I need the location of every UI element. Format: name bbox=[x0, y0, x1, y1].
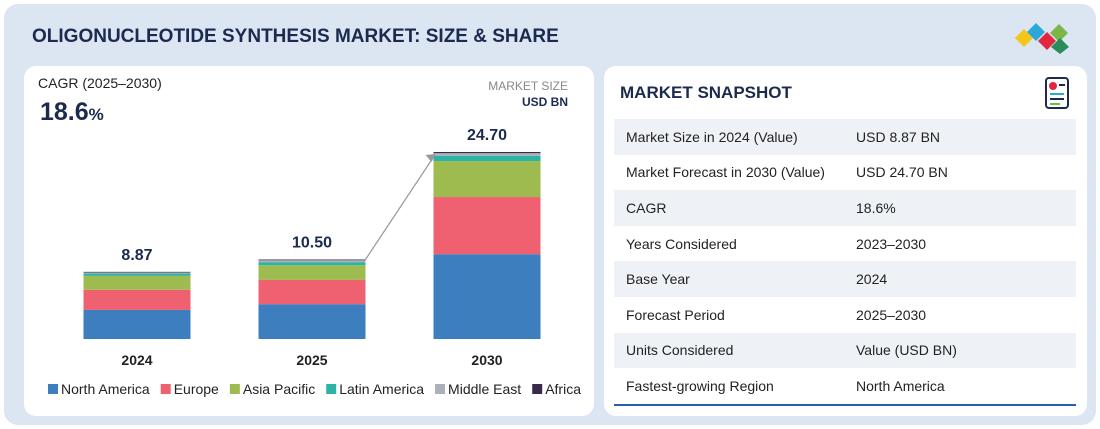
cagr-label: CAGR (2025–2030) bbox=[38, 75, 162, 91]
legend-label: Europe bbox=[174, 381, 219, 397]
snapshot-key: CAGR bbox=[614, 190, 844, 226]
chart-panel: CAGR (2025–2030) 18.6% MARKET SIZE USD B… bbox=[24, 66, 594, 416]
bar-segment bbox=[83, 289, 191, 310]
snapshot-table: Market Size in 2024 (Value) USD 8.87 BN Ma… bbox=[614, 119, 1076, 406]
bar-segment bbox=[83, 309, 191, 339]
frame: OLIGONUCLEOTIDE SYNTHESIS MARKET: SIZE &… bbox=[4, 4, 1096, 425]
logo bbox=[1015, 23, 1069, 54]
legend-swatch bbox=[48, 384, 58, 394]
legend-label: Asia Pacific bbox=[243, 381, 315, 397]
bar-segment bbox=[258, 265, 366, 280]
bar-segment bbox=[433, 152, 541, 154]
trend-arrow bbox=[365, 153, 436, 260]
unit-label: USD BN bbox=[522, 95, 568, 109]
cagr-value: 18.6% bbox=[40, 98, 104, 126]
bar-segment bbox=[258, 304, 366, 339]
snapshot-key: Units Considered bbox=[614, 332, 844, 369]
bar-segment bbox=[258, 262, 366, 266]
bar-segment bbox=[433, 155, 541, 162]
legend-label: Middle East bbox=[448, 381, 521, 397]
legend-label: North America bbox=[61, 381, 150, 397]
total-label: 10.50 bbox=[292, 235, 332, 252]
chart: CAGR (2025–2030) 18.6% MARKET SIZE USD B… bbox=[38, 75, 581, 397]
x-tick-label: 2030 bbox=[471, 352, 502, 368]
unit-label: MARKET SIZE bbox=[488, 79, 568, 93]
snapshot-title: MARKET SNAPSHOT bbox=[620, 83, 792, 102]
snapshot-value: 18.6% bbox=[844, 190, 1076, 226]
snapshot-panel: MARKET SNAPSHOT Market Size in 2024 (Val… bbox=[604, 66, 1087, 416]
snapshot-value: 2024 bbox=[844, 261, 1076, 297]
snapshot-value: North America bbox=[856, 377, 945, 394]
bar-segment bbox=[433, 153, 541, 156]
total-label: 8.87 bbox=[121, 247, 152, 264]
bar-segment bbox=[83, 273, 191, 276]
snapshot-key: Forecast Period bbox=[626, 306, 725, 323]
snapshot-key: Base Year bbox=[614, 261, 844, 297]
legend-swatch bbox=[160, 384, 171, 394]
bar-segment bbox=[433, 161, 541, 198]
bar-segment bbox=[83, 271, 191, 273]
snapshot-row: Units Considered Value (USD BN) bbox=[614, 332, 1076, 369]
legend-swatch bbox=[229, 384, 240, 394]
arrow-head bbox=[425, 154, 436, 162]
snapshot-value: USD 8.87 BN bbox=[844, 119, 1076, 155]
legend-swatch bbox=[435, 384, 446, 394]
snapshot-key: Market Size in 2024 (Value) bbox=[614, 119, 844, 155]
bar-segment bbox=[258, 259, 366, 261]
legend-swatch bbox=[326, 384, 337, 394]
x-tick-label: 2024 bbox=[121, 352, 152, 368]
snapshot-value: USD 24.70 BN bbox=[856, 164, 948, 181]
total-label: 24.70 bbox=[467, 127, 507, 144]
snapshot-key: Market Forecast in 2030 (Value) bbox=[626, 164, 825, 181]
cagr-number: 18.6 bbox=[40, 98, 89, 126]
bar-segment bbox=[258, 260, 366, 263]
snapshot-key: Fastest-growing Region bbox=[626, 377, 774, 394]
bar-segment bbox=[83, 275, 191, 290]
snapshot-key: Years Considered bbox=[626, 235, 737, 252]
snapshot-row: Market Forecast in 2030 (Value) USD 24.70… bbox=[614, 155, 1076, 191]
bar-segment bbox=[433, 254, 541, 339]
legend-label: Africa bbox=[545, 381, 581, 397]
snapshot-row: Fastest-growing Region North America bbox=[614, 368, 1076, 405]
snapshot-row: Base Year 2024 bbox=[614, 261, 1076, 297]
snapshot-row: CAGR 18.6% bbox=[614, 190, 1076, 226]
page-title: OLIGONUCLEOTIDE SYNTHESIS MARKET: SIZE &… bbox=[32, 26, 559, 47]
snapshot-row: Years Considered 2023–2030 bbox=[614, 226, 1076, 262]
snapshot-icon bbox=[1045, 77, 1069, 109]
legend-label: Latin America bbox=[339, 381, 424, 397]
snapshot-row: Market Size in 2024 (Value) USD 8.87 BN bbox=[614, 119, 1076, 155]
snapshot-value: 2025–2030 bbox=[856, 306, 927, 323]
legend-swatch bbox=[532, 384, 543, 394]
snapshot-value: 2023–2030 bbox=[856, 235, 927, 252]
snapshot-row: Forecast Period 2025–2030 bbox=[614, 297, 1076, 333]
snapshot-value: Value (USD BN) bbox=[844, 332, 1076, 369]
bar-segment bbox=[433, 197, 541, 255]
bar-segment bbox=[258, 279, 366, 305]
bar-segment bbox=[83, 272, 191, 274]
x-tick-label: 2025 bbox=[296, 352, 327, 368]
cagr-unit: % bbox=[89, 105, 104, 124]
